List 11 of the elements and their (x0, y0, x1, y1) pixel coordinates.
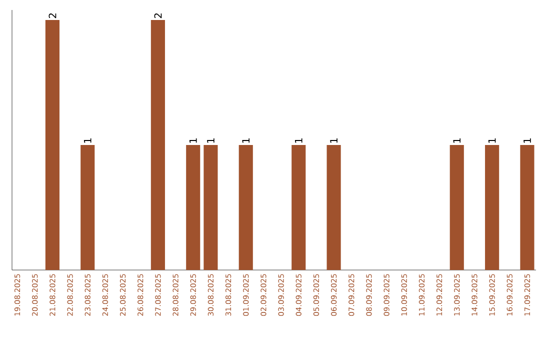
data-label: 1 (84, 138, 92, 143)
data-label: 1 (189, 138, 197, 143)
data-label: 1 (294, 138, 302, 143)
data-label: 1 (488, 138, 496, 143)
data-label: 1 (453, 138, 461, 143)
data-label: 1 (524, 138, 531, 143)
data-label: 1 (330, 138, 338, 143)
data-label: 2 (48, 13, 56, 18)
data-label: 2 (154, 13, 162, 18)
data-label: 1 (242, 138, 250, 143)
data-label: 1 (207, 138, 214, 143)
